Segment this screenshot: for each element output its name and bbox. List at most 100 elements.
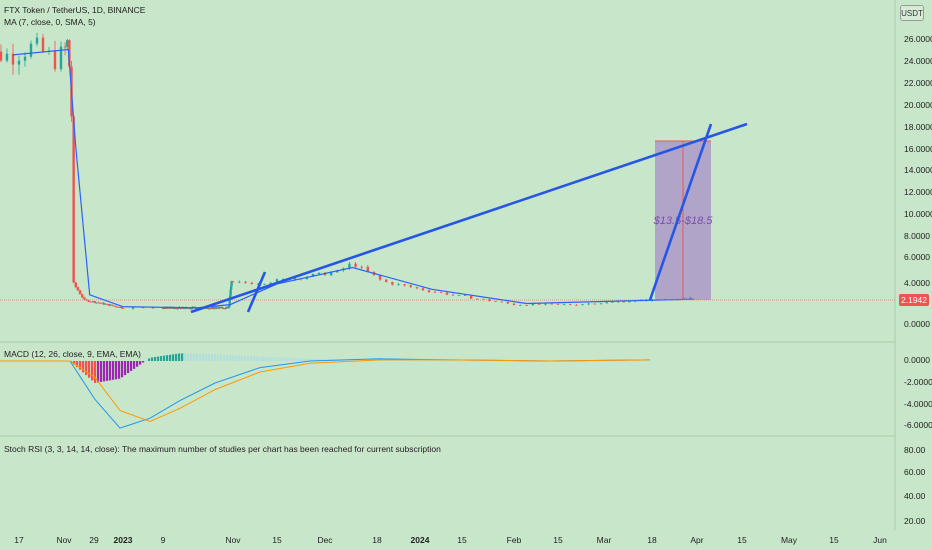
candle-body [581,304,584,306]
candle-body [120,306,123,309]
macd-histogram-bar [103,361,106,382]
price-tick: 14.0000 [904,165,932,175]
candle-body [224,307,228,309]
candle-body [293,278,297,281]
macd-histogram-bar [301,358,304,361]
macd-histogram-bar [175,353,178,361]
candle-body [230,281,233,287]
candle-body [87,300,90,302]
currency-button[interactable]: USDT [900,5,924,21]
candle-body [85,299,88,301]
macd-histogram-bar [316,358,319,361]
time-tick: 15 [272,535,282,545]
macd-histogram-bar [118,361,121,379]
candle-body [213,307,216,309]
candle-body [229,286,233,290]
candle-body [81,294,84,298]
macd-histogram-bar [193,353,196,361]
price-tick: 8.0000 [904,231,930,241]
macd-histogram-bar [622,361,625,362]
time-tick: 15 [737,535,747,545]
candle-body [593,303,596,305]
macd-histogram-bar [379,359,382,361]
macd-histogram-bar [166,355,169,361]
macd-histogram-bar [352,359,355,361]
macd-histogram-bar [439,360,442,362]
price-axis[interactable]: 26.0000 24.0000 22.0000 20.0000 18.0000 … [904,34,932,329]
candle-body [180,308,183,310]
time-tick: 15 [553,535,563,545]
macd-histogram-bar [616,361,619,362]
macd-histogram-bar [436,360,439,362]
candle-body [531,303,535,306]
candle-body [397,284,400,285]
candle-body [275,279,279,283]
macd-histogram-bar [625,361,628,362]
time-tick: Jun [873,535,887,545]
macd-histogram-bar [280,357,283,361]
candle-body [93,301,97,303]
ma-legend: MA (7, close, 0, SMA, 5) [4,17,96,27]
candle-body [111,304,114,306]
candle-body [238,281,241,283]
time-tick: 29 [89,535,99,545]
candle-body [611,301,614,303]
macd-histogram-bar [601,361,604,362]
macd-histogram-bar [259,356,262,361]
candle-body [72,116,75,283]
macd-histogram-bar [109,361,112,381]
macd-histogram-bar [133,361,136,369]
current-price-badge [899,294,929,306]
macd-histogram-bar [208,354,211,361]
macd-histogram-bar [451,361,454,362]
macd-histogram-bar [97,361,100,383]
macd-histogram-bar [154,356,157,361]
macd-axis[interactable]: 0.0000 -2.0000 -4.0000 -6.0000 [904,355,932,430]
macd-histogram-bar [256,356,259,361]
macd-histogram-bar [607,361,610,362]
candle-body [91,301,95,303]
macd-histogram-bar [457,361,460,362]
candle-body [5,53,9,61]
candle-body [186,308,189,309]
macd-histogram-bar [121,361,124,378]
macd-histogram-bar [598,361,601,362]
candle-body [512,303,516,306]
macd-histogram-bar [484,361,487,362]
time-tick: 18 [647,535,657,545]
macd-histogram-bar [289,357,292,361]
macd-histogram-bar [508,361,511,362]
candle-body [102,302,105,305]
macd-histogram-bar [418,360,421,362]
candle-body [114,306,118,307]
price-tick: 22.0000 [904,78,932,88]
macd-histogram-bar [310,358,313,361]
macd-histogram-bar [262,356,265,361]
candle-body [182,308,186,309]
macd-histogram-bar [637,361,640,362]
macd-histogram-bar [187,353,190,361]
macd-histogram-bar [283,357,286,361]
macd-histogram-bar [274,357,277,361]
stoch-tick: 40.00 [904,491,926,501]
price-tick: 10.0000 [904,209,932,219]
candle-body [98,302,102,304]
candle-body [68,40,71,67]
moving-average-line [12,48,694,309]
candle-body [445,292,449,295]
stoch-axis[interactable]: 80.00 60.00 40.00 20.00 [904,445,926,526]
macd-histogram-bar [88,361,91,378]
macd-histogram-bar [85,361,88,376]
macd-histogram-bar [76,361,79,368]
macd-histogram-bar [127,361,130,374]
time-axis[interactable]: 17 Nov 29 2023 9 Nov 15 Dec 18 2024 15 F… [14,535,887,545]
candle-body [250,282,254,285]
macd-histogram-bar [286,357,289,361]
time-tick: Mar [597,535,612,545]
macd-histogram-bar [202,354,205,361]
macd-histogram-bar [124,361,127,376]
macd-histogram-bar [604,361,607,362]
candle-body [544,303,547,305]
candle-body [622,301,625,303]
